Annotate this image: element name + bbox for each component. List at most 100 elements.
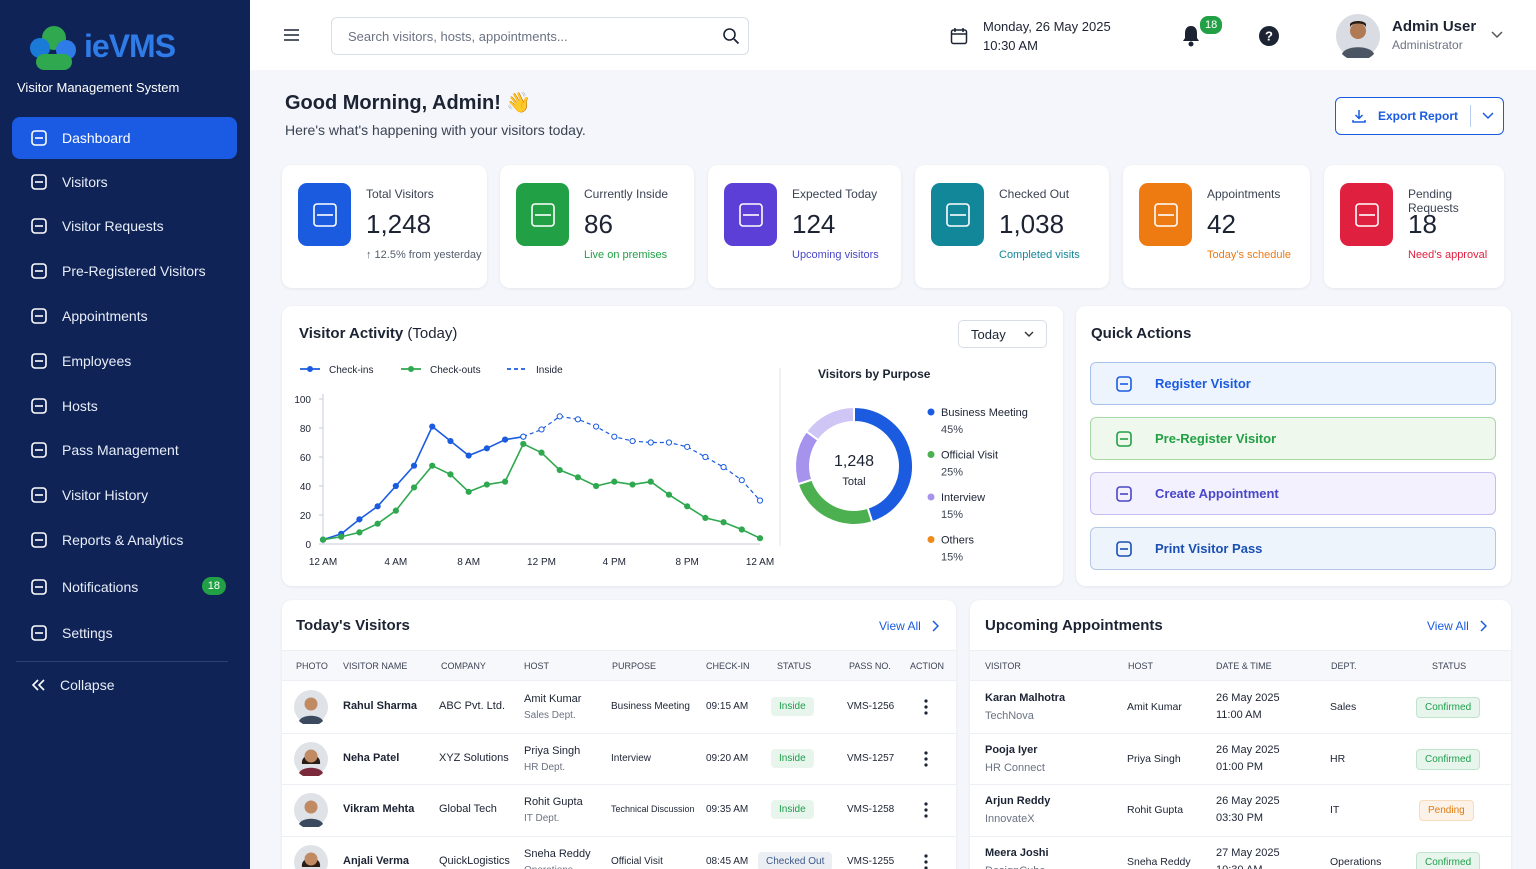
host-dept: Operations <box>524 865 573 869</box>
pie-slice <box>804 405 855 442</box>
tagline: Visitor Management System <box>17 80 180 95</box>
icon <box>31 442 47 458</box>
menu-item[interactable]: Reports & Analytics <box>12 519 237 561</box>
visitor-photo <box>294 844 328 869</box>
quick-action[interactable]: Pre-Register Visitor <box>1090 417 1496 460</box>
data-point <box>319 536 327 543</box>
view-all-appointments[interactable]: View All <box>1427 619 1487 633</box>
check-in: 09:35 AM <box>706 804 749 815</box>
stat-value: 18 <box>1408 209 1437 239</box>
menu-item[interactable]: Settings <box>12 612 237 654</box>
stat-label: Total Visitors <box>366 187 434 201</box>
pie-title: Visitors by Purpose <box>818 367 931 381</box>
icon-shape <box>31 398 47 414</box>
user-avatar[interactable] <box>1336 14 1380 58</box>
legend-value: 25% <box>941 467 963 479</box>
activity-title-suffix: (Today) <box>407 325 458 342</box>
export-button[interactable]: Export Report <box>1335 97 1504 135</box>
icon-shape <box>31 353 47 369</box>
help-icon[interactable]: ? <box>1258 25 1280 47</box>
stat-label: Appointments <box>1207 187 1281 201</box>
menu-item[interactable]: Visitor History <box>12 474 237 516</box>
menu-item[interactable]: Visitor Requests <box>12 205 237 247</box>
legend-dot <box>927 451 935 458</box>
search-input[interactable]: Search visitors, hosts, appointments... <box>331 17 749 55</box>
menu-item[interactable]: Pass Management <box>12 429 237 471</box>
company: QuickLogistics <box>439 854 510 867</box>
row-actions[interactable] <box>923 853 929 869</box>
view-all-visitors[interactable]: View All <box>879 619 939 633</box>
menu-item[interactable]: Employees <box>12 340 237 382</box>
notification-bell[interactable] <box>1180 24 1202 48</box>
data-point <box>629 437 636 445</box>
period-label: Today <box>971 326 1006 342</box>
icon-shape <box>1116 485 1132 502</box>
column-header: HOST <box>524 661 550 671</box>
icon-shape <box>1354 202 1379 227</box>
column-header: PURPOSE <box>612 661 657 671</box>
data-point <box>702 453 709 461</box>
collapse-button[interactable]: Collapse <box>12 664 237 706</box>
menu-item[interactable]: Pre-Registered Visitors <box>12 250 237 292</box>
row-actions[interactable] <box>923 750 929 767</box>
pie-total-label: Total <box>842 476 865 488</box>
data-point <box>684 503 691 510</box>
icon <box>1354 202 1379 227</box>
y-tick-label: 20 <box>300 511 312 522</box>
todays-visitors-panel: Today's Visitors View All PHOTO VISITOR N… <box>282 600 956 869</box>
menu-item[interactable]: Notifications 18 <box>12 566 237 608</box>
menu-item[interactable]: Visitors <box>12 161 237 203</box>
stat-label: Pending Requests <box>1408 187 1459 215</box>
icon-shape <box>31 579 47 595</box>
legend-value: 15% <box>941 552 963 564</box>
legend-value: 45% <box>941 424 963 436</box>
data-point <box>392 482 399 490</box>
data-point <box>429 462 436 469</box>
dot <box>924 711 928 715</box>
stat-label: Checked Out <box>999 187 1070 201</box>
purpose: Technical Discussion <box>611 804 695 814</box>
sidebar: ieVMS Visitor Management System Dashboar… <box>0 0 250 869</box>
menu-item[interactable]: Hosts <box>12 385 237 427</box>
time: 10:30 AM <box>1216 864 1262 869</box>
menu-item[interactable]: Dashboard <box>12 117 237 159</box>
stat-note: Need's approval <box>1408 249 1488 261</box>
quick-action[interactable]: Register Visitor <box>1090 362 1496 405</box>
legend-label: Others <box>941 535 975 547</box>
status-badge: Inside <box>771 748 814 768</box>
company: XYZ Solutions <box>439 751 509 764</box>
user-menu-chevron[interactable] <box>1490 30 1504 40</box>
x-tick-label: 8 AM <box>457 557 480 568</box>
activity-title-main: Visitor Activity <box>299 325 404 342</box>
data-point <box>647 478 654 485</box>
period-select[interactable]: Today <box>958 320 1047 348</box>
menu-toggle[interactable] <box>283 28 301 42</box>
quick-actions-title: Quick Actions <box>1091 325 1192 342</box>
view-all-label: View All <box>1427 619 1469 633</box>
row-actions[interactable] <box>923 699 929 715</box>
menu-item[interactable]: Appointments <box>12 295 237 337</box>
stat-value: 1,248 <box>366 209 432 239</box>
data-point <box>738 526 745 533</box>
dot <box>924 762 928 767</box>
search-icon[interactable] <box>722 27 740 45</box>
export-label: Export Report <box>1378 109 1459 123</box>
menu-label: Reports & Analytics <box>62 532 184 548</box>
quick-action[interactable]: Print Visitor Pass <box>1090 527 1496 570</box>
legend-dot <box>408 366 414 372</box>
menu-label: Visitor History <box>62 487 149 503</box>
icon <box>31 353 47 369</box>
stat-value: 124 <box>792 209 836 239</box>
time: 11:00 AM <box>1216 709 1262 721</box>
menu-label: Visitors <box>62 174 108 190</box>
row-actions[interactable] <box>923 802 929 818</box>
data-point <box>629 481 636 488</box>
quick-action[interactable]: Create Appointment <box>1090 472 1496 515</box>
dot <box>924 705 928 709</box>
host: Priya Singh <box>1127 752 1181 765</box>
data-point <box>593 423 600 430</box>
view-all-label: View All <box>879 619 921 633</box>
split-divider <box>1470 105 1472 127</box>
row-divider <box>970 784 1511 785</box>
visitor-name: Karan Malhotra <box>985 692 1066 704</box>
